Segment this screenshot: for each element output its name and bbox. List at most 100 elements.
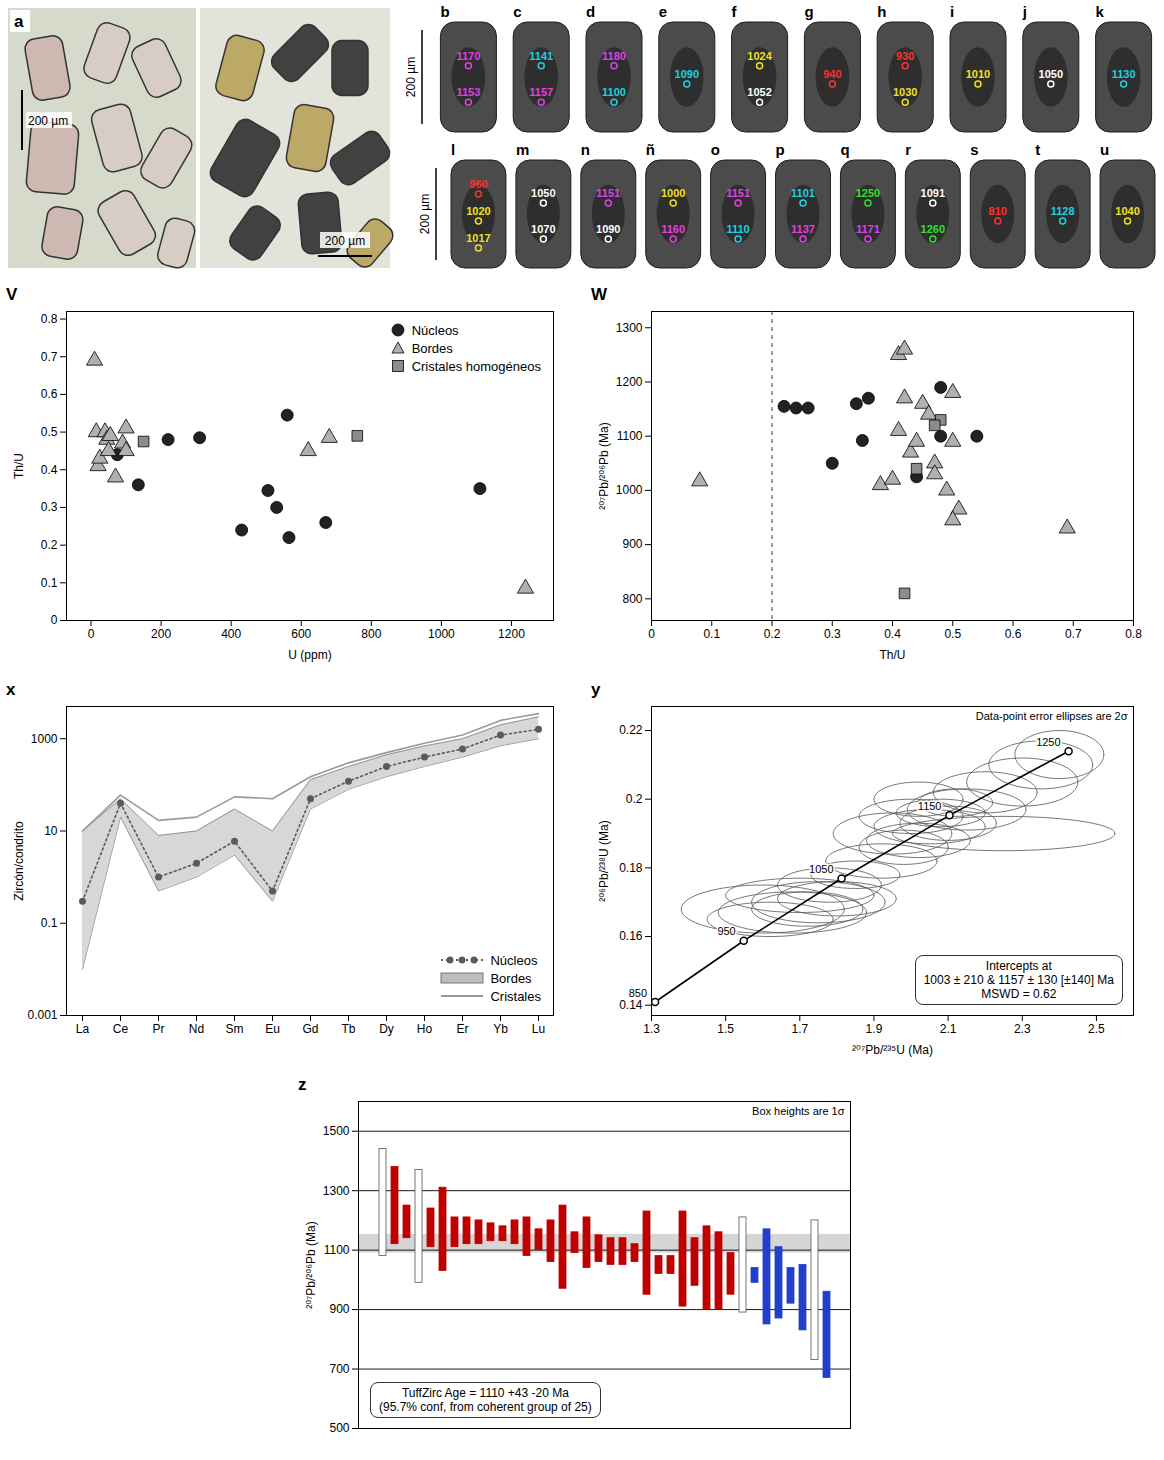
svg-text:u: u [1100,141,1109,158]
svg-text:Th/U: Th/U [12,453,26,479]
svg-text:950: 950 [717,925,735,937]
svg-text:1.7: 1.7 [791,1022,808,1036]
svg-text:200 µm: 200 µm [28,114,68,128]
svg-text:1024: 1024 [747,50,772,62]
svg-text:200 µm: 200 µm [325,234,365,248]
svg-text:0.4: 0.4 [884,627,901,641]
svg-text:r: r [905,141,911,158]
svg-text:1137: 1137 [791,223,815,235]
svg-text:0.2: 0.2 [626,792,643,806]
svg-text:g: g [804,3,813,20]
svg-text:1300: 1300 [616,321,643,335]
svg-text:1050: 1050 [809,863,833,875]
svg-text:1030: 1030 [893,86,917,98]
svg-text:1130: 1130 [1112,68,1136,80]
svg-text:200 µm: 200 µm [404,57,418,97]
svg-text:1128: 1128 [1051,205,1075,217]
svg-text:1017: 1017 [466,232,490,244]
svg-text:d: d [586,3,595,20]
svg-text:Ce: Ce [113,1022,129,1036]
svg-text:1090: 1090 [596,223,620,235]
svg-text:900: 900 [622,537,642,551]
svg-text:0.001: 0.001 [27,1008,57,1022]
svg-text:1052: 1052 [747,86,771,98]
svg-text:1040: 1040 [1115,205,1139,217]
svg-text:1000: 1000 [428,627,455,641]
svg-text:i: i [950,3,954,20]
svg-text:Dy: Dy [379,1022,394,1036]
svg-text:h: h [877,3,886,20]
svg-text:1141: 1141 [529,50,553,62]
svg-text:0.7: 0.7 [1065,627,1082,641]
svg-text:810: 810 [989,205,1007,217]
svg-text:10: 10 [44,824,58,838]
svg-text:1.5: 1.5 [717,1022,734,1036]
svg-text:c: c [513,3,521,20]
svg-text:1020: 1020 [466,205,490,217]
svg-text:1150: 1150 [918,800,942,812]
svg-text:Data-point error ellipses are: Data-point error ellipses are 2σ [976,710,1128,722]
svg-text:1090: 1090 [675,68,699,80]
svg-text:n: n [581,141,590,158]
svg-text:1171: 1171 [856,223,880,235]
svg-text:0.6: 0.6 [1005,627,1022,641]
svg-text:930: 930 [896,50,914,62]
svg-text:t: t [1035,141,1040,158]
svg-text:0.4: 0.4 [41,463,58,477]
svg-text:0.22: 0.22 [619,723,643,737]
svg-text:1100: 1100 [602,86,626,98]
svg-text:Gd: Gd [302,1022,318,1036]
svg-text:j: j [1022,3,1027,20]
svg-text:1101: 1101 [791,187,815,199]
svg-text:1000: 1000 [616,483,643,497]
svg-text:0.8: 0.8 [41,312,58,326]
svg-text:q: q [840,141,849,158]
svg-text:1260: 1260 [921,223,945,235]
svg-text:Yb: Yb [493,1022,508,1036]
svg-text:0.6: 0.6 [41,387,58,401]
svg-text:1180: 1180 [602,50,626,62]
svg-text:Eu: Eu [265,1022,280,1036]
svg-text:La: La [76,1022,90,1036]
svg-text:0.16: 0.16 [619,929,643,943]
svg-text:800: 800 [361,627,381,641]
svg-text:²⁰⁷Pb/²³⁵U (Ma): ²⁰⁷Pb/²³⁵U (Ma) [852,1043,933,1057]
svg-text:a: a [14,12,24,31]
svg-text:0: 0 [648,627,655,641]
svg-text:1151: 1151 [726,187,750,199]
svg-text:Tb: Tb [341,1022,355,1036]
svg-text:Er: Er [457,1022,469,1036]
svg-text:0.14: 0.14 [619,998,643,1012]
svg-text:0.1: 0.1 [41,916,58,930]
svg-text:940: 940 [823,68,841,80]
svg-text:Lu: Lu [532,1022,545,1036]
svg-text:f: f [732,3,738,20]
svg-text:700: 700 [329,1362,349,1376]
svg-text:800: 800 [622,592,642,606]
svg-text:Sm: Sm [226,1022,244,1036]
svg-text:2.5: 2.5 [1088,1022,1105,1036]
svg-text:0.1: 0.1 [41,576,58,590]
svg-text:Nd: Nd [189,1022,204,1036]
svg-text:0.5: 0.5 [944,627,961,641]
svg-text:1091: 1091 [921,187,945,199]
svg-text:0.3: 0.3 [824,627,841,641]
svg-text:500: 500 [329,1421,349,1435]
svg-text:m: m [516,141,529,158]
svg-text:²⁰⁶Pb/²³⁸U (Ma): ²⁰⁶Pb/²³⁸U (Ma) [597,820,611,901]
svg-text:1500: 1500 [323,1124,350,1138]
svg-text:Zircón/condrito: Zircón/condrito [12,821,26,901]
svg-text:1050: 1050 [531,187,555,199]
svg-text:1070: 1070 [531,223,555,235]
svg-text:900: 900 [329,1302,349,1316]
svg-text:Ho: Ho [417,1022,433,1036]
svg-text:1153: 1153 [456,86,480,98]
svg-text:1160: 1160 [661,223,685,235]
svg-text:2.1: 2.1 [940,1022,957,1036]
svg-text:0.2: 0.2 [764,627,781,641]
svg-text:e: e [659,3,667,20]
svg-text:0.3: 0.3 [41,500,58,514]
svg-text:1200: 1200 [616,375,643,389]
svg-text:0.8: 0.8 [1125,627,1142,641]
svg-text:0.5: 0.5 [41,425,58,439]
